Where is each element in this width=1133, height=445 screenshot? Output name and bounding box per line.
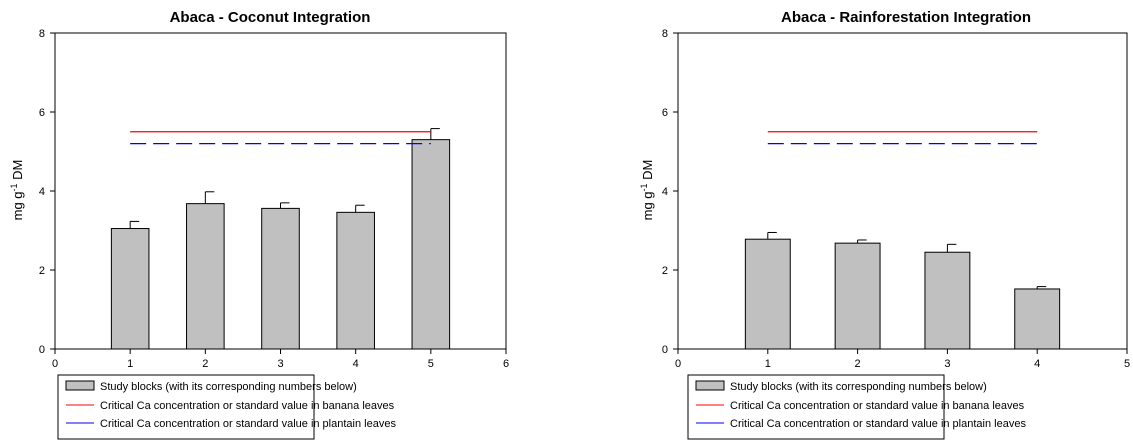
legend-label-banana: Critical Ca concentration or standard va… [730,400,1025,412]
legend-box [687,374,945,440]
x-tick-label: 4 [353,358,359,370]
legend-label-bar: Study blocks (with its corresponding num… [100,381,357,393]
x-tick-label: 6 [503,358,509,370]
x-tick-label: 4 [1034,358,1040,370]
legend-label-plantain: Critical Ca concentration or standard va… [730,418,1026,430]
y-tick-label: 4 [39,186,45,198]
bar [186,203,225,350]
legend-label-banana: Critical Ca concentration or standard va… [100,400,395,412]
x-tick-label: 5 [1124,358,1130,370]
bar [261,207,300,350]
legend-box [57,374,315,440]
chart-title: Abaca - Coconut Integration [170,9,371,26]
plot-area: 0 1 2 3 4 5 6 0 2 4 6 8 [39,28,509,370]
legend-label-bar: Study blocks (with its corresponding num… [730,381,987,393]
bar [924,251,971,350]
bar [110,228,150,350]
y-tick-label: 0 [662,344,668,356]
x-tick-label: 2 [202,358,208,370]
bar [744,238,791,350]
y-axis-label: mg g-1 DM [9,160,25,221]
x-tick-label: 2 [855,358,861,370]
y-tick-label: 2 [662,265,668,277]
bar [1014,288,1061,350]
y-tick-label: 6 [662,107,668,119]
x-tick-label: 3 [277,358,283,370]
legend-swatch-bar [65,380,95,391]
chart-coconut: Abaca - Coconut Integration mg g-1 DM St… [9,9,509,440]
chart-rainforestation: Abaca - Rainforestation Integration mg g… [639,9,1130,440]
legend: Study blocks (with its corresponding num… [687,374,1026,440]
bar [336,211,375,350]
y-tick-label: 2 [39,265,45,277]
x-tick-label: 1 [127,358,133,370]
y-tick-label: 0 [39,344,45,356]
bar [411,139,451,350]
y-tick-label: 6 [39,107,45,119]
legend-label-plantain: Critical Ca concentration or standard va… [100,418,396,430]
y-tick-label: 8 [39,28,45,40]
y-tick-label: 8 [662,28,668,40]
legend: Study blocks (with its corresponding num… [57,374,396,440]
x-tick-label: 0 [675,358,681,370]
x-tick-label: 1 [765,358,771,370]
plot-area: 0 1 2 3 4 5 0 2 4 6 8 [662,28,1130,370]
y-tick-label: 4 [662,186,668,198]
legend-swatch-bar [695,380,725,391]
x-tick-label: 0 [52,358,58,370]
chart-title: Abaca - Rainforestation Integration [781,9,1031,26]
x-tick-label: 3 [944,358,950,370]
y-axis-label: mg g-1 DM [639,160,655,221]
x-tick-label: 5 [428,358,434,370]
bar [834,242,881,350]
